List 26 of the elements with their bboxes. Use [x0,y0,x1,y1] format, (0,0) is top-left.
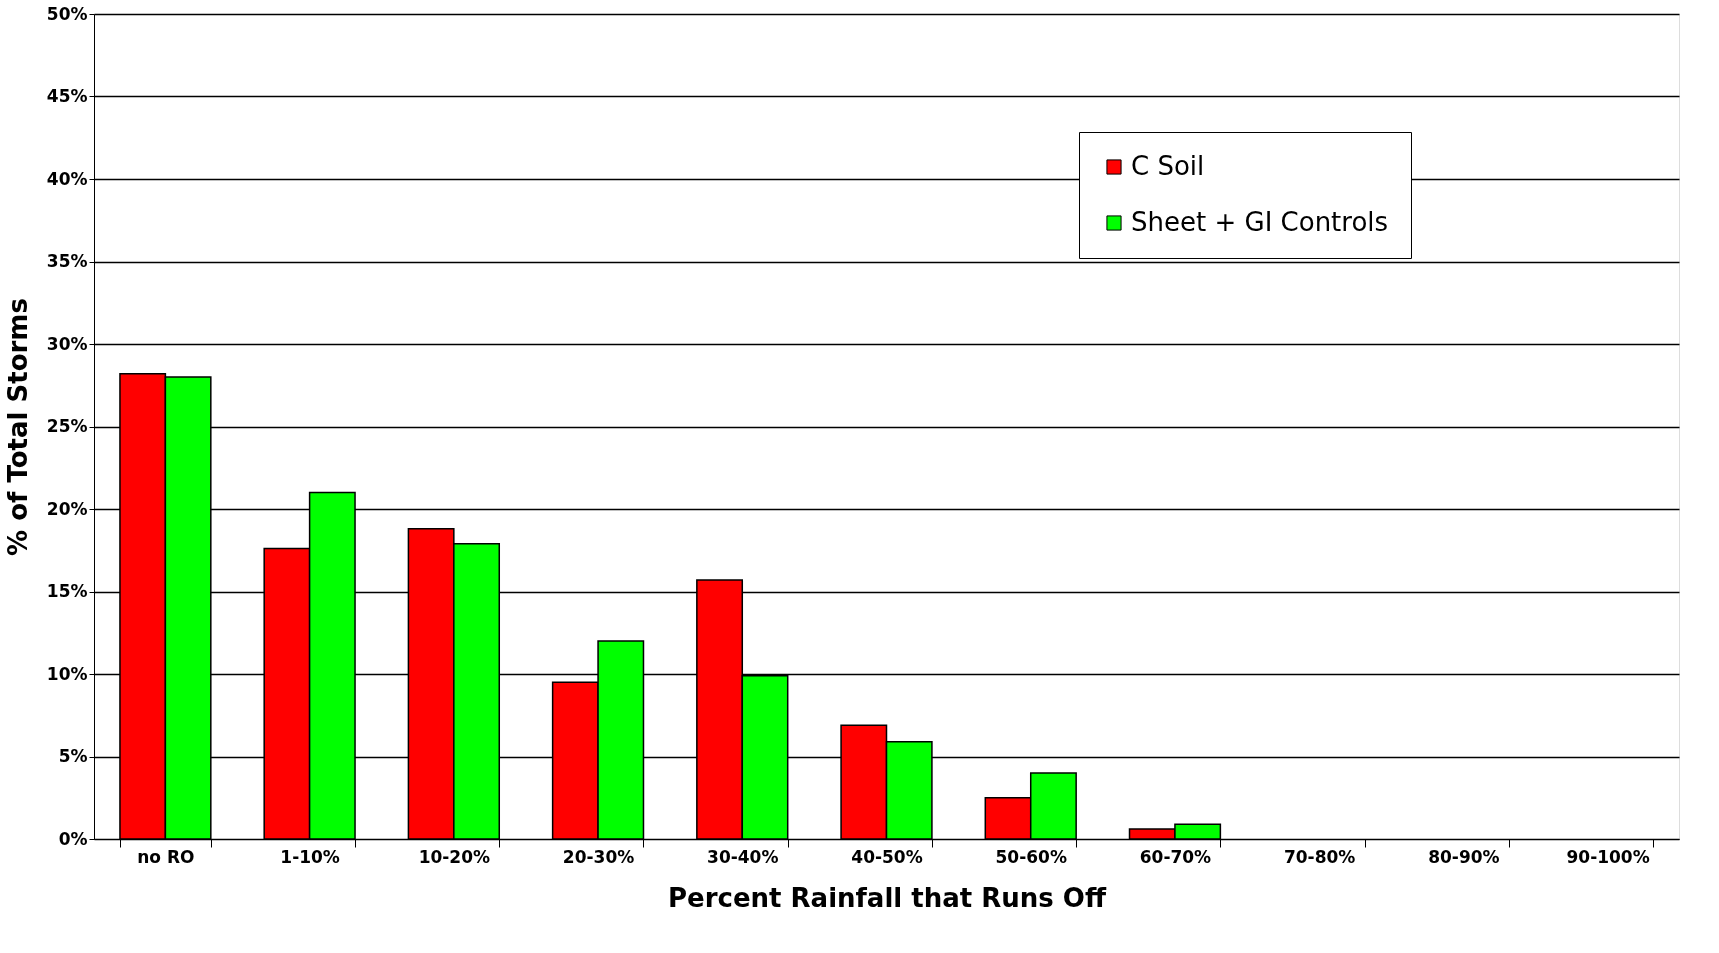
x-tick-label: 80-90% [1428,846,1500,867]
y-tick-label: 10% [46,663,88,684]
y-tick-label: 20% [46,498,88,519]
y-tick-label: 30% [46,333,88,354]
y-tick-label: 45% [46,86,88,106]
y-tick-label: 50% [46,3,88,24]
x-tick-label: 40-50% [851,846,923,867]
y-tick-label: 15% [46,581,88,601]
y-tick-label: 5% [58,746,88,766]
y-tick-label: 35% [46,251,88,271]
y-tick-label: 40% [46,168,88,189]
x-tick-label: no RO [137,846,195,867]
legend-label: C Soil [1131,151,1205,181]
x-tick-label: 20-30% [562,846,635,867]
x-tick-label: 1-10% [280,846,340,867]
x-tick-label: 10-20% [418,846,491,867]
legend-label: Sheet + GI Controls [1131,207,1389,237]
x-tick-label: 60-70% [1139,846,1212,867]
x-tick-label: 90-100% [1566,846,1650,867]
x-tick-label: 50-60% [995,846,1067,867]
y-axis-title: % of Total Storms [2,298,33,556]
x-tick-label: 30-40% [707,846,779,867]
y-tick-label: 0% [58,828,88,849]
x-axis-title: Percent Rainfall that Runs Off [668,882,1107,913]
x-tick-label: 70-80% [1283,846,1356,867]
y-tick-label: 25% [46,416,88,436]
